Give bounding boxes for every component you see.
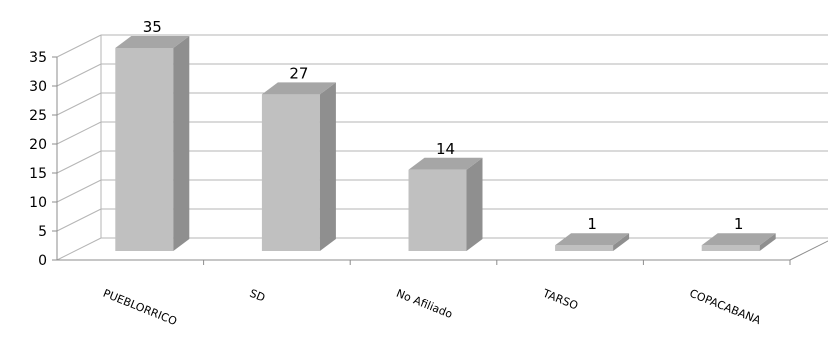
data-label: 35 bbox=[143, 18, 162, 36]
bar-front-1 bbox=[115, 48, 174, 251]
data-label: 1 bbox=[734, 215, 744, 233]
gridline-side-3 bbox=[56, 150, 102, 174]
bar-side-1 bbox=[173, 36, 190, 251]
category-label: SD bbox=[248, 287, 267, 305]
category-label: COPACABANA bbox=[688, 287, 763, 328]
bar-side-5 bbox=[759, 233, 776, 251]
data-label: 1 bbox=[587, 215, 597, 233]
bar-front-4 bbox=[555, 245, 614, 251]
bar-top-2 bbox=[261, 82, 336, 95]
bar-top-3 bbox=[408, 157, 483, 170]
gridline-side-7 bbox=[56, 34, 102, 58]
bar-front-5 bbox=[701, 245, 760, 251]
y-tick-label: 10 bbox=[29, 195, 47, 211]
bars bbox=[115, 36, 776, 252]
y-tick-label: 30 bbox=[29, 79, 47, 95]
y-tick-label: 35 bbox=[29, 50, 47, 66]
bar-front-2 bbox=[261, 94, 320, 252]
category-label: No Afiliado bbox=[394, 287, 454, 321]
y-tick-label: 20 bbox=[29, 137, 47, 153]
bar-front-3 bbox=[408, 169, 467, 251]
axes bbox=[52, 56, 828, 265]
bar-side-4 bbox=[613, 233, 630, 251]
gridline-side-4 bbox=[56, 121, 102, 145]
gridline-side-5 bbox=[56, 92, 102, 116]
y-tick-label: 25 bbox=[29, 108, 47, 124]
category-label: PUEBLORRICO bbox=[101, 287, 179, 329]
category-label: TARSO bbox=[540, 286, 580, 312]
data-label: 27 bbox=[289, 64, 308, 82]
bar-side-2 bbox=[319, 82, 336, 252]
gridline-side-1 bbox=[56, 208, 102, 232]
gridline-side-0 bbox=[56, 237, 102, 261]
bar-top-1 bbox=[115, 36, 190, 48]
y-tick-label: 15 bbox=[29, 166, 47, 182]
gridline-side-6 bbox=[56, 63, 102, 87]
data-label: 14 bbox=[436, 140, 455, 158]
bar-side-3 bbox=[466, 157, 483, 251]
gridline-side-2 bbox=[56, 179, 102, 203]
bar-top-4 bbox=[555, 233, 630, 246]
y-tick-label: 0 bbox=[38, 253, 47, 269]
bar-top-5 bbox=[701, 233, 776, 246]
y-tick-label: 5 bbox=[38, 224, 47, 240]
floor-right-edge bbox=[789, 240, 828, 261]
